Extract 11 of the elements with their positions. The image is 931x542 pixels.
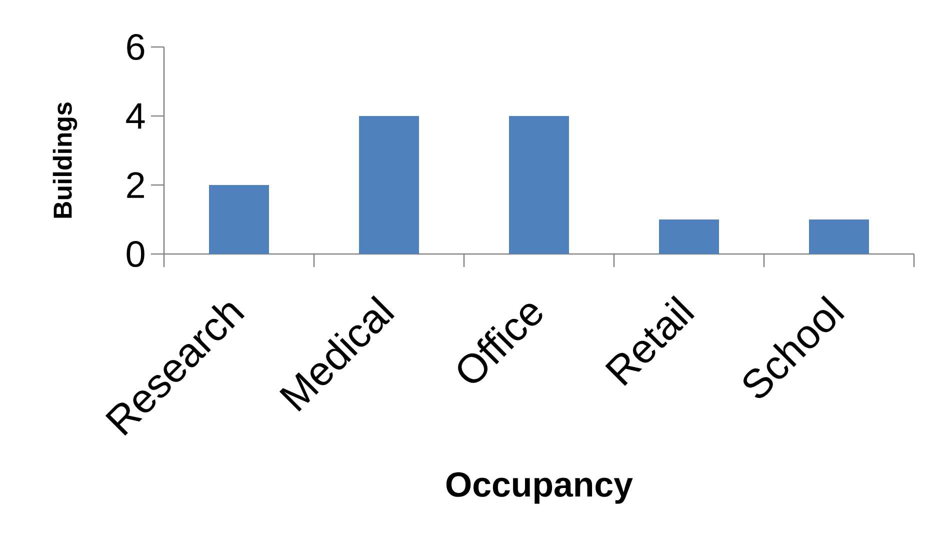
bar — [209, 184, 270, 254]
bar — [509, 116, 570, 254]
bar — [359, 116, 420, 254]
y-axis-title: Buildings — [52, 102, 78, 218]
bar — [809, 219, 869, 254]
y-tick-label: 0 — [126, 240, 144, 268]
y-tick-label: 6 — [127, 34, 144, 60]
x-axis-title: Occupancy — [446, 472, 633, 504]
y-tick-label: 4 — [126, 103, 145, 129]
bar — [659, 219, 719, 254]
y-tick-label: 2 — [127, 172, 144, 198]
